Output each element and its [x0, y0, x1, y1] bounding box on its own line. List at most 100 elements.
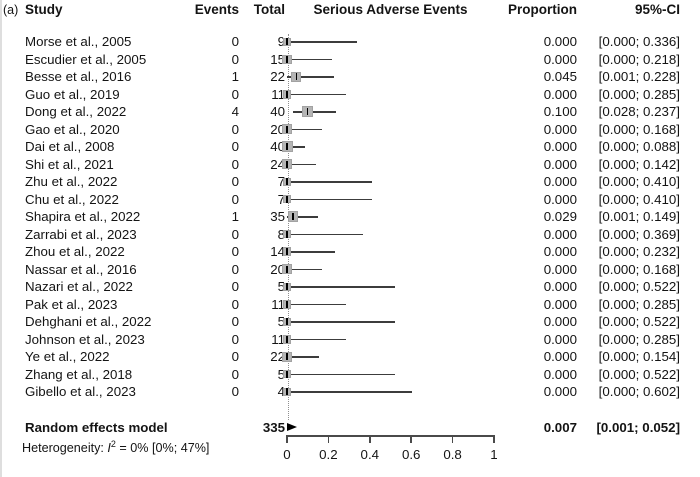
events-value: 0	[231, 244, 239, 259]
total-value: 22	[270, 69, 285, 84]
study-label: Nassar et al., 2016	[25, 261, 137, 277]
ci-value: [0.000; 0.168]	[598, 121, 680, 137]
events-value: 0	[231, 121, 239, 137]
study-label: Pak et al., 2023	[25, 296, 118, 312]
ci-value: [0.000; 0.088]	[598, 139, 680, 154]
forest-row: Escudier et al., 2005 0 15 0.000 [0.000; 0.2…	[0, 51, 700, 69]
proportion-value: 0.000	[543, 191, 577, 207]
point-estimate-tick	[286, 300, 288, 308]
study-label: Shapira et al., 2022	[25, 209, 141, 224]
ci-value: [0.000; 0.218]	[598, 51, 680, 67]
column-header-total: Total	[253, 2, 285, 17]
proportion-value: 0.000	[543, 226, 577, 242]
ci-interval-line	[287, 198, 372, 200]
forest-row: Zhang et al., 2018 0 5 0.000 [0.000; 0.522]	[0, 366, 700, 384]
proportion-value: 0.000	[543, 174, 577, 189]
figure-left-border	[0, 0, 2, 477]
study-label: Zhu et al., 2022	[25, 174, 118, 189]
forest-row: Zhu et al., 2022 0 7 0.000 [0.000; 0.410]	[0, 173, 700, 191]
total-value: 35	[270, 209, 285, 224]
total-value: 5	[277, 314, 285, 329]
x-axis-tick-label: 0	[283, 447, 291, 462]
panel-label: (a)	[3, 3, 19, 17]
total-value: 8	[277, 226, 285, 242]
point-estimate-tick	[286, 143, 288, 151]
proportion-value: 0.000	[543, 279, 577, 294]
study-label: Gao et al., 2020	[25, 121, 120, 137]
forest-row: Guo et al., 2019 0 11 0.000 [0.000; 0.285]	[0, 86, 700, 104]
forest-row: Gibello et al., 2023 0 4 0.000 [0.000; 0.602…	[0, 383, 700, 401]
point-estimate-tick	[286, 353, 288, 361]
study-label: Chu et al., 2022	[25, 191, 119, 207]
events-value: 1	[231, 209, 239, 224]
proportion-value: 0.000	[543, 156, 577, 172]
forest-row: Chu et al., 2022 0 7 0.000 [0.000; 0.410]	[0, 191, 700, 209]
summary-label: Random effects model	[25, 420, 168, 435]
total-value: 20	[270, 121, 285, 137]
study-label: Morse et al., 2005	[25, 34, 132, 49]
zero-reference-line	[287, 34, 289, 420]
column-header-study: Study	[25, 2, 63, 17]
ci-interval-line	[287, 233, 364, 235]
point-estimate-tick	[295, 73, 298, 81]
ci-value: [0.001; 0.228]	[598, 69, 680, 84]
ci-interval-line	[287, 41, 357, 43]
proportion-value: 0.000	[543, 261, 577, 277]
events-value: 0	[231, 296, 239, 312]
study-label: Johnson et al., 2023	[25, 331, 145, 347]
point-estimate-tick	[286, 38, 288, 46]
point-estimate-tick	[286, 90, 288, 98]
ci-value: [0.000; 0.410]	[598, 191, 680, 207]
total-value: 7	[277, 174, 285, 189]
x-axis-tick-label: 0.2	[319, 447, 338, 462]
total-value: 11	[271, 296, 285, 312]
pooled-estimate-marker	[287, 423, 298, 432]
proportion-value: 0.000	[543, 366, 577, 382]
column-header-plot-title: Serious Adverse Events	[313, 2, 468, 17]
proportion-value: 0.000	[543, 331, 577, 347]
study-label: Shi et al., 2021	[25, 156, 114, 172]
total-value: 5	[277, 366, 285, 382]
events-value: 0	[231, 314, 239, 329]
column-header-events: Events	[194, 2, 239, 17]
x-axis-tick-label: 1	[490, 447, 498, 462]
ci-interval-line	[287, 216, 318, 218]
study-label: Escudier et al., 2005	[25, 51, 147, 67]
forest-row: Besse et al., 2016 1 22 0.045 [0.001; 0.228]	[0, 68, 700, 86]
column-header-ci: 95%-CI	[634, 2, 680, 17]
ci-value: [0.000; 0.522]	[598, 279, 680, 294]
total-value: 11	[271, 331, 285, 347]
proportion-value: 0.000	[543, 349, 577, 364]
x-axis-line	[287, 435, 494, 437]
total-value: 22	[270, 349, 285, 364]
ci-interval-line	[287, 338, 346, 340]
total-value: 9	[277, 34, 285, 49]
forest-row: Pak et al., 2023 0 11 0.000 [0.000; 0.285]	[0, 296, 700, 314]
ci-interval-line	[287, 356, 319, 358]
study-label: Nazari et al., 2022	[25, 279, 133, 294]
x-axis-tick	[327, 435, 330, 443]
events-value: 0	[231, 191, 239, 207]
forest-row: Shi et al., 2021 0 24 0.000 [0.000; 0.142]	[0, 156, 700, 174]
ci-interval-line	[287, 286, 396, 288]
proportion-value: 0.029	[543, 209, 577, 224]
ci-value: [0.000; 0.154]	[598, 349, 680, 364]
events-value: 0	[231, 349, 239, 364]
ci-interval-line	[292, 111, 337, 113]
total-value: 4	[277, 384, 285, 399]
forest-row: Dong et al., 2022 4 40 0.100 [0.028; 0.237]	[0, 103, 700, 121]
events-value: 0	[231, 261, 239, 277]
point-estimate-tick	[286, 160, 288, 168]
forest-row: Zhou et al., 2022 0 14 0.000 [0.000; 0.232]	[0, 243, 700, 261]
ci-interval-line	[287, 93, 346, 95]
study-label: Dehghani et al., 2022	[25, 314, 152, 329]
proportion-value: 0.000	[543, 86, 577, 102]
x-axis-tick-label: 0.6	[401, 447, 421, 462]
proportion-value: 0.100	[543, 104, 577, 119]
forest-row: Johnson et al., 2023 0 11 0.000 [0.000; 0.28…	[0, 331, 700, 349]
point-estimate-tick	[286, 335, 288, 343]
heterogeneity-rest: = 0% [0%; 47%]	[115, 441, 210, 456]
total-value: 24	[270, 156, 285, 172]
ci-interval-line	[287, 391, 412, 393]
summary-row: Random effects model 335 0.007 [0.001; 0…	[0, 419, 700, 437]
